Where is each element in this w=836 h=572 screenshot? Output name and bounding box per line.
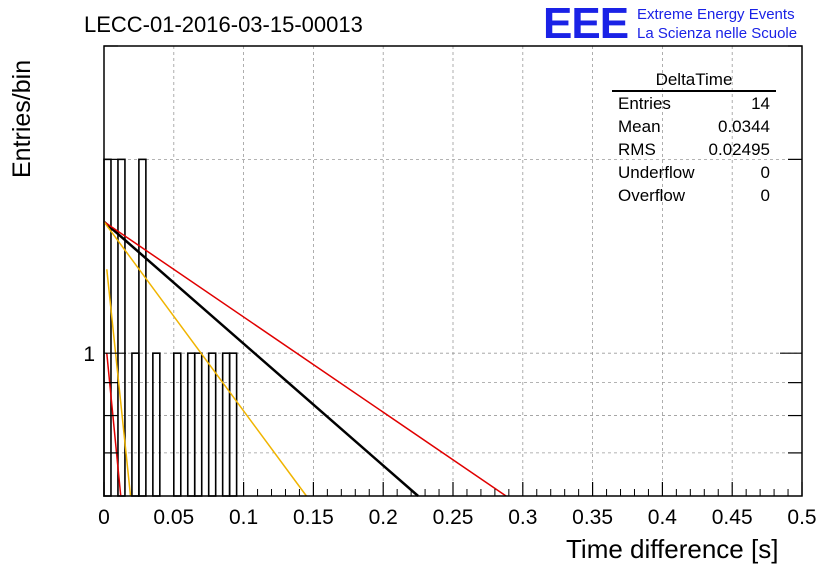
fit-line	[103, 220, 419, 497]
histogram-bar	[186, 352, 196, 497]
histogram-bar	[117, 158, 126, 497]
x-tick-label: 0.15	[293, 506, 334, 529]
histogram-bar	[103, 158, 112, 497]
x-tick-label: 0.5	[787, 506, 816, 529]
histogram-bar	[207, 352, 217, 497]
histogram-bar	[228, 352, 238, 497]
stats-title: DeltaTime	[612, 70, 776, 92]
stats-value: 14	[751, 94, 770, 113]
fit-line	[106, 269, 132, 497]
stats-label: Underflow	[618, 163, 695, 182]
histogram-bar	[131, 352, 140, 497]
stats-row: RMS 0.02495	[612, 138, 776, 161]
tick-labels: 0 0.05 0.1 0.15 0.2 0.25 0.3 0.35 0.4 0.45 0.5 1	[83, 343, 816, 529]
stats-box: DeltaTime Entries 14 Mean 0.0344 RMS 0.0…	[612, 70, 776, 207]
x-tick-label: 0.2	[369, 506, 398, 529]
histogram-bar	[138, 158, 147, 497]
x-tick-label: 0.1	[229, 506, 258, 529]
stats-row: Entries 14	[612, 92, 776, 115]
stats-row: Mean 0.0344	[612, 115, 776, 138]
x-tick-label: 0.45	[712, 506, 753, 529]
stats-row: Overflow 0	[612, 184, 776, 207]
stats-label: Overflow	[618, 186, 686, 205]
y-tick-label: 1	[83, 343, 95, 366]
x-tick-label: 0.3	[508, 506, 537, 529]
stats-label: Entries	[618, 94, 671, 113]
stats-value: 0	[760, 186, 770, 205]
axis-ticks	[103, 45, 803, 496]
histogram-bars	[103, 158, 238, 497]
histogram-title: LECC-01-2016-03-15-00013	[84, 12, 363, 37]
histogram-bar	[193, 352, 203, 497]
stats-row: Underflow 0	[612, 161, 776, 184]
x-tick-label: 0.4	[648, 506, 678, 529]
x-tick-label: 0.35	[572, 506, 613, 529]
fit-line	[106, 353, 122, 497]
stats-label: Mean	[618, 117, 661, 136]
stats-value: 0	[760, 163, 770, 182]
stats-value: 0.0344	[718, 117, 770, 136]
grid	[104, 45, 802, 496]
histogram-bar	[152, 352, 161, 497]
fit-line	[103, 221, 308, 497]
x-axis-label: Time difference [s]	[566, 534, 779, 564]
stats-label: RMS	[618, 140, 656, 159]
eee-logo: EEE	[543, 0, 629, 48]
x-tick-label: 0	[98, 506, 110, 529]
stats-value: 0.02495	[708, 140, 770, 159]
histogram-bar	[173, 352, 182, 497]
logo-subtitle-1: Extreme Energy Events	[637, 6, 795, 23]
fit-lines	[103, 220, 507, 497]
x-tick-label: 0.05	[153, 506, 194, 529]
x-tick-label: 0.25	[433, 506, 474, 529]
fit-line	[103, 221, 507, 497]
histogram-bar	[221, 352, 231, 497]
logo-subtitle-2: La Scienza nelle Scuole	[637, 25, 798, 42]
